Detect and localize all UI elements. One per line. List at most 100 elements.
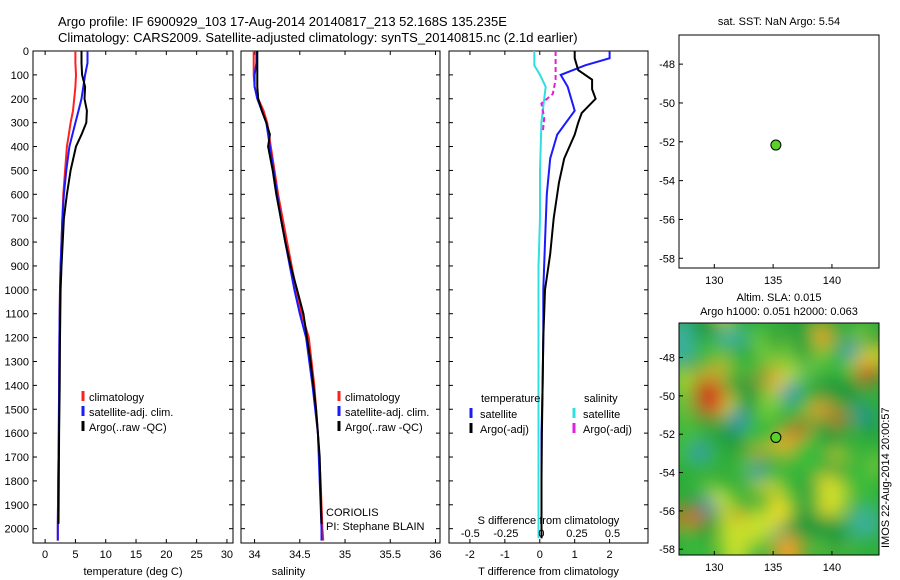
x-top-tick-label: 0 <box>538 528 544 540</box>
y-tick-label: 1800 <box>5 476 29 488</box>
heatmap-cell <box>721 530 747 555</box>
heatmap-cell <box>831 376 863 406</box>
series-line-satellite <box>533 51 547 539</box>
heatmap-blobs <box>679 323 879 555</box>
sla-map-title-line2: Argo h1000: 0.051 h2000: 0.063 <box>700 306 858 318</box>
y-tick-label: -48 <box>659 59 675 71</box>
legend-label: salinity <box>584 393 618 405</box>
y-tick-label: 400 <box>11 142 29 154</box>
sla-map-side-label: IMOS 22-Aug-2014 20:00:57 <box>880 407 892 548</box>
chart-title-line2: Climatology: CARS2009. Satellite-adjuste… <box>58 30 578 45</box>
heatmap-cell <box>860 444 877 479</box>
x-tick-label: 1 <box>572 549 578 561</box>
x-tick-label: 25 <box>191 549 203 561</box>
x-tick-label: 135 <box>764 275 782 287</box>
y-tick-label: 100 <box>11 70 29 82</box>
legend-label: satellite <box>583 409 620 421</box>
heatmap-cell <box>700 496 716 514</box>
heatmap-cell <box>749 464 765 480</box>
heatmap-cell <box>691 475 709 490</box>
y-tick-label: -50 <box>659 98 675 110</box>
x-top-tick-label: -0.25 <box>493 528 518 540</box>
heatmap-cell <box>817 485 850 502</box>
y-tick-label: 900 <box>11 261 29 273</box>
panel-frame-differences <box>448 50 649 544</box>
y-tick-label: -54 <box>659 468 675 480</box>
x-top-tick-label: 0.25 <box>566 528 587 540</box>
heatmap-cell <box>822 422 842 453</box>
x-tick-label: 30 <box>221 549 233 561</box>
sst-map-frame <box>678 34 880 269</box>
heatmap-cell <box>854 406 870 424</box>
sla-map-title-line1: Altim. SLA: 0.015 <box>737 292 822 304</box>
chart-title-line1: Argo profile: IF 6900929_103 17-Aug-2014… <box>58 14 507 29</box>
argo-position-marker <box>770 431 782 443</box>
x-tick-label: 15 <box>130 549 142 561</box>
y-tick-label: 700 <box>11 213 29 225</box>
annotation-source: CORIOLIS <box>326 507 379 519</box>
legend-label: satellite-adj. clim. <box>345 407 429 419</box>
heatmap-cell <box>814 475 843 489</box>
heatmap-cell <box>788 323 807 345</box>
y-tick-label: -48 <box>659 353 675 365</box>
heatmap-cell <box>689 323 723 346</box>
series-line-argo-adj- <box>540 51 557 133</box>
legend-label: Argo(..raw -QC) <box>89 422 167 434</box>
legend-label: climatology <box>345 392 401 404</box>
legend-label: Argo(-adj) <box>480 424 529 436</box>
panel-frame-temperature <box>32 50 234 544</box>
heatmap-cell <box>815 500 848 516</box>
y-tick-label: -52 <box>659 429 675 441</box>
y-tick-label: 300 <box>11 118 29 130</box>
sla-heatmap-field <box>679 323 879 555</box>
y-tick-label: 1900 <box>5 500 29 512</box>
heatmap-cell <box>792 422 808 438</box>
heatmap-cell <box>778 462 794 498</box>
y-tick-label: -56 <box>659 506 675 518</box>
x-tick-label: 135 <box>764 562 782 574</box>
legend-label: temperature <box>481 393 540 405</box>
x-tick-label: 34.5 <box>289 549 310 561</box>
argo-position-marker <box>770 139 782 151</box>
heatmap-cell <box>858 360 878 384</box>
heatmap-cell <box>812 323 835 349</box>
heatmap-cell <box>716 423 744 453</box>
heatmap-cell <box>768 493 792 524</box>
heatmap-cell <box>861 487 877 510</box>
heatmap-cell <box>714 325 749 347</box>
x-tick-label: 130 <box>705 562 723 574</box>
heatmap-cell <box>680 532 708 555</box>
x-tick-label: 0 <box>537 549 543 561</box>
y-tick-label: -52 <box>659 137 675 149</box>
series-line-argo-raw-qc- <box>57 51 88 524</box>
y-tick-label: -54 <box>659 176 675 188</box>
y-tick-label: -58 <box>659 544 675 556</box>
x-tick-label: -1 <box>500 549 510 561</box>
sla-map-frame <box>678 322 880 556</box>
x-tick-label: 130 <box>705 275 723 287</box>
x-tick-label: 20 <box>160 549 172 561</box>
x-tick-label: 5 <box>72 549 78 561</box>
legend-label: Argo(..raw -QC) <box>345 422 423 434</box>
heatmap-cell <box>691 443 709 461</box>
legend-label: satellite-adj. clim. <box>89 407 173 419</box>
heatmap-cell <box>767 323 784 355</box>
y-tick-label: 2000 <box>5 524 29 536</box>
legend-label: Argo(-adj) <box>583 424 632 436</box>
y-tick-label: 1200 <box>5 333 29 345</box>
y-tick-label: 200 <box>11 94 29 106</box>
series-line-argo-raw-qc- <box>256 51 323 524</box>
x-top-tick-label: 0.5 <box>605 528 620 540</box>
annotation-pi: PI: Stephane BLAIN <box>326 521 425 533</box>
y-tick-label: 1600 <box>5 428 29 440</box>
y-tick-label: 0 <box>23 46 29 58</box>
x-tick-label: 34 <box>248 549 260 561</box>
y-tick-label: 1500 <box>5 404 29 416</box>
legend-label: satellite <box>480 409 517 421</box>
y-tick-label: 1300 <box>5 356 29 368</box>
y-tick-label: 1100 <box>5 309 29 321</box>
y-tick-label: 1700 <box>5 452 29 464</box>
heatmap-cell <box>741 414 781 450</box>
x-tick-label: 0 <box>42 549 48 561</box>
